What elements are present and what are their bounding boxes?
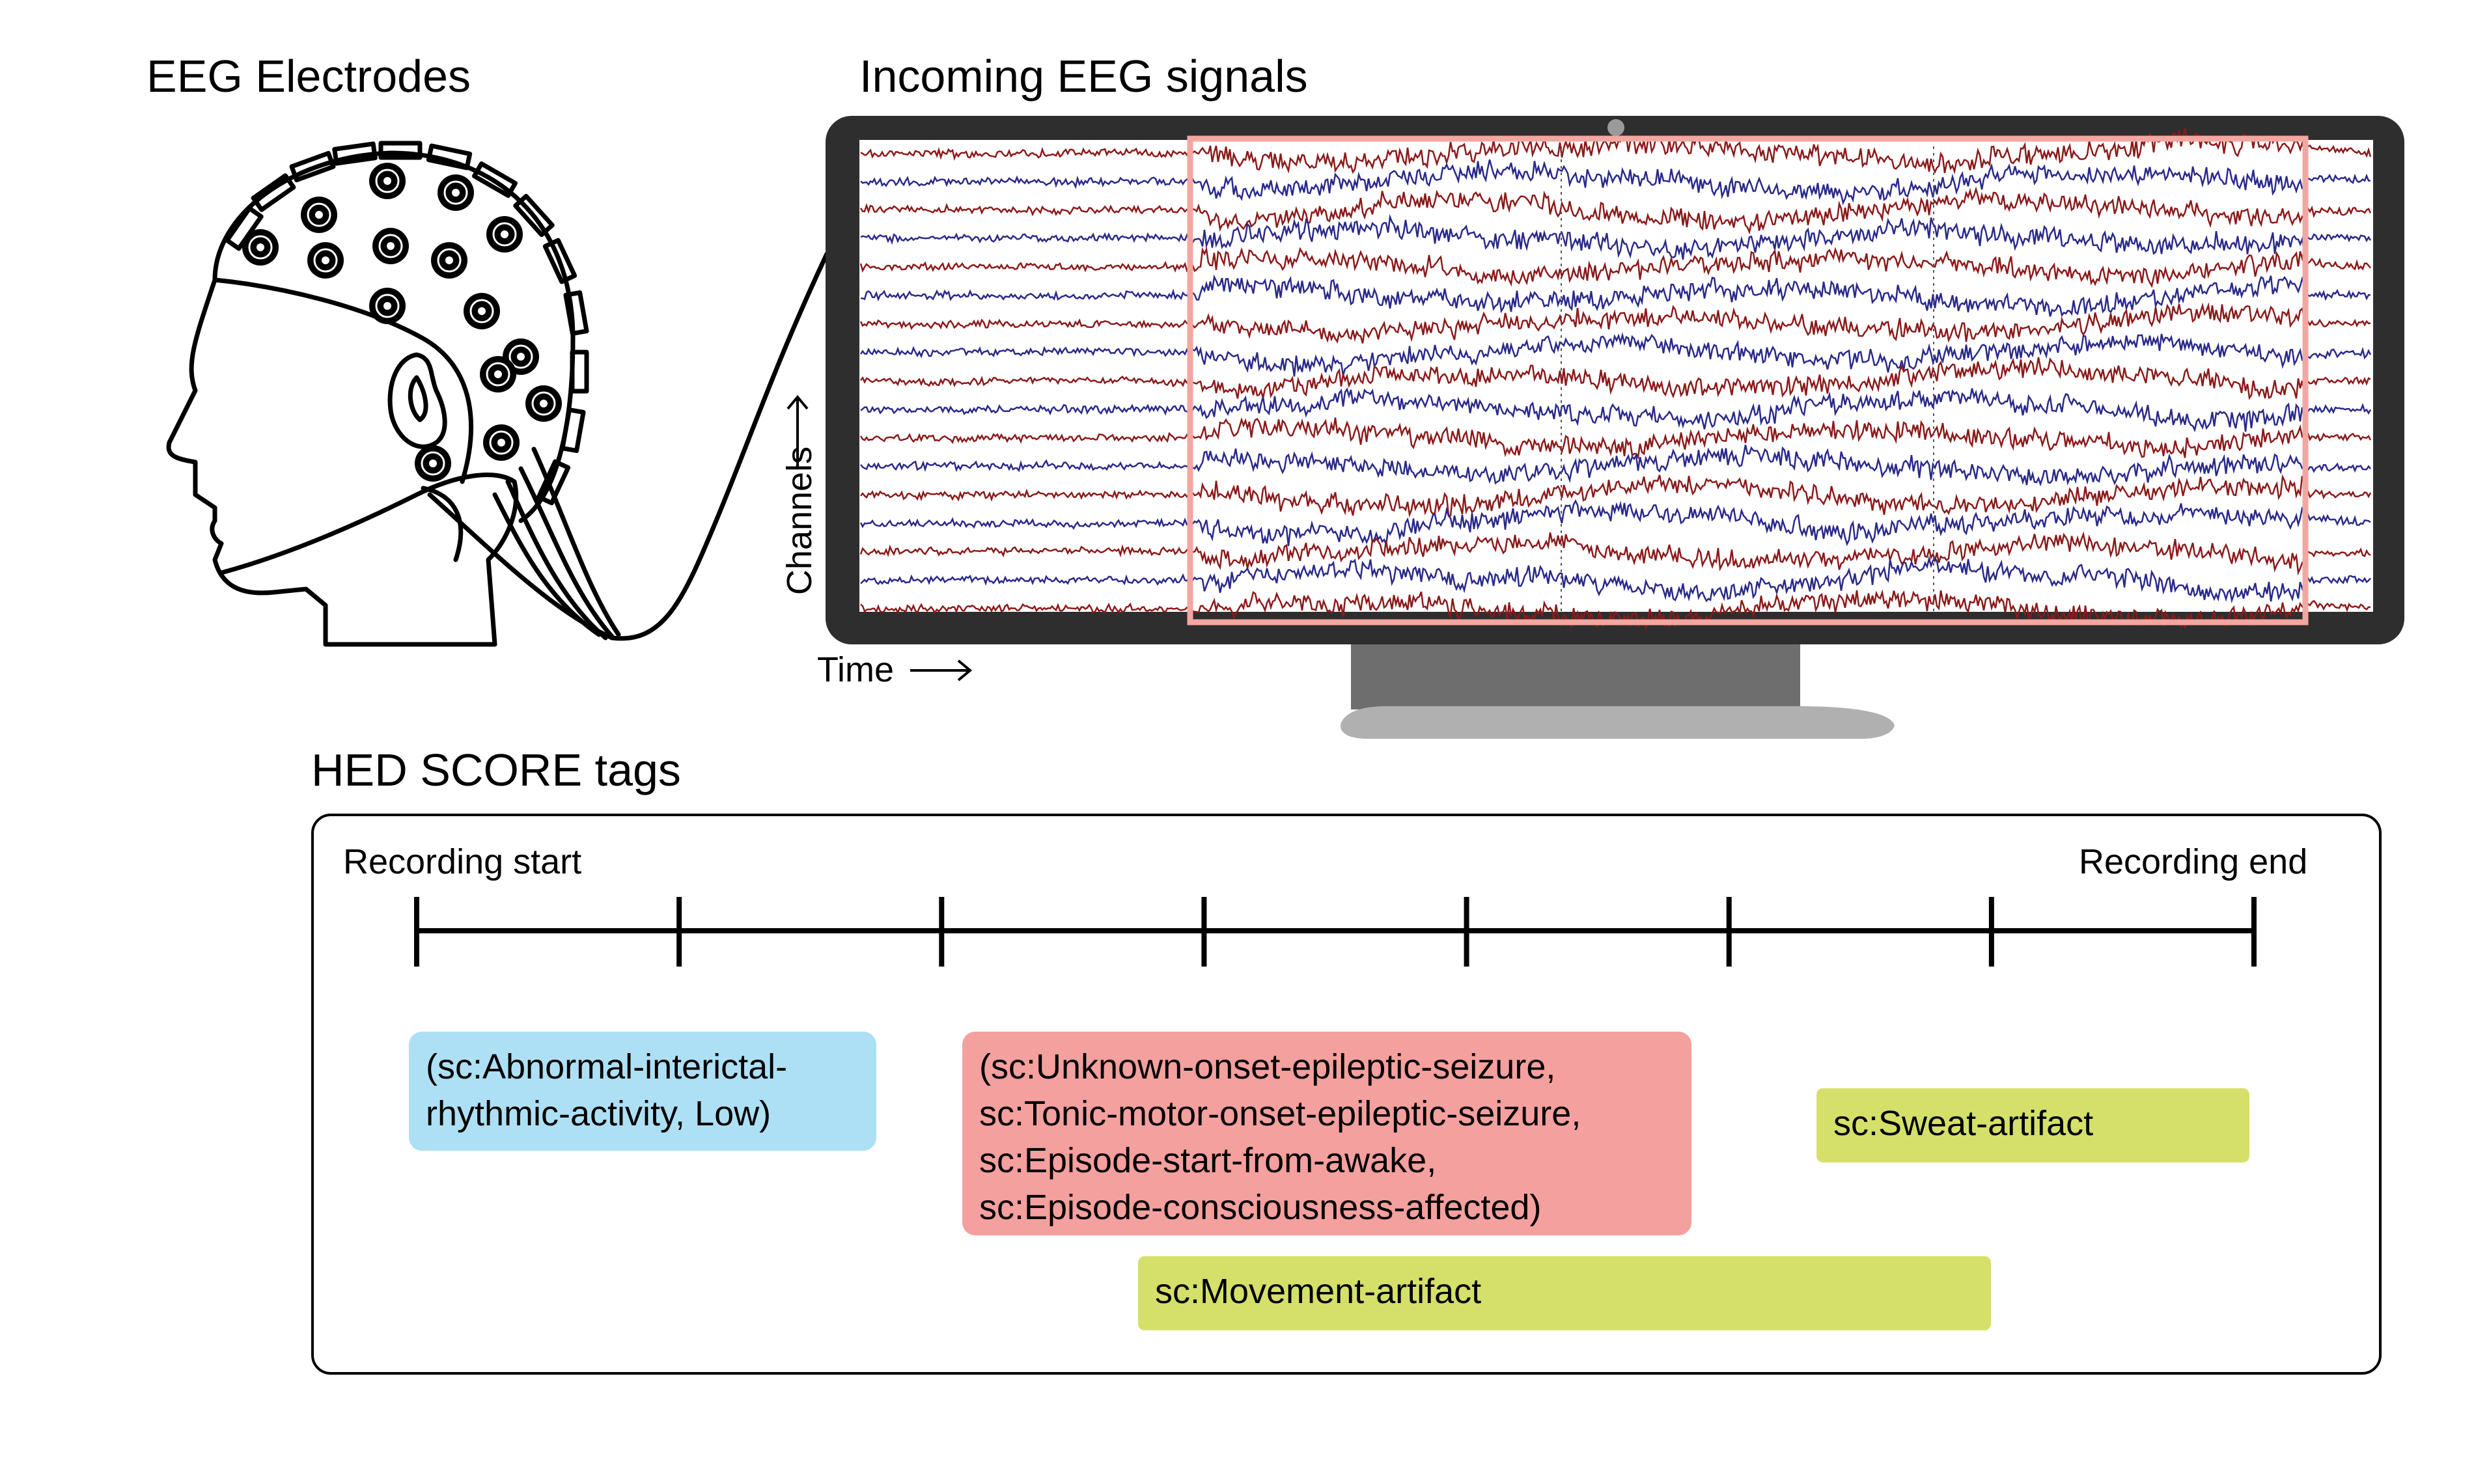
tag-line: sc:Episode-start-from-awake, — [979, 1141, 1437, 1180]
electrode-center — [517, 353, 525, 361]
electrode-center — [445, 256, 453, 264]
electrodes-heading: EEG Electrodes — [146, 51, 471, 102]
highlight-window — [1187, 135, 2309, 625]
eeg-channel-trace — [859, 246, 2371, 288]
eeg-channel-trace — [860, 128, 2372, 174]
electrode-ring — [489, 430, 514, 455]
eeg-channel-trace — [861, 274, 2371, 318]
electrode-center — [501, 230, 508, 238]
electrode-ring — [437, 248, 462, 273]
electrode-ring — [375, 294, 400, 318]
electrode-ring — [378, 234, 403, 258]
electrode-center — [494, 370, 502, 378]
recording-end-label: Recording end — [2079, 842, 2308, 881]
eeg-channel-trace — [859, 302, 2371, 344]
eeg-channel-trace — [860, 589, 2371, 631]
electrode-center — [322, 256, 329, 264]
channels-axis-label: Channels — [780, 446, 819, 596]
electrode-center — [497, 439, 505, 447]
eeg-channel-trace — [860, 213, 2372, 260]
electrode-ring — [307, 202, 331, 227]
timeline — [414, 897, 2257, 967]
electrode-ring — [508, 344, 533, 369]
channels-arrow-icon — [786, 394, 809, 469]
electrode-center — [257, 243, 264, 251]
electrode-ring — [469, 299, 494, 323]
eeg-traces — [859, 128, 2372, 631]
tag-line: sc:Sweat-artifact — [1833, 1104, 2094, 1143]
tag-line: sc:Tonic-motor-onset-epileptic-seizure, — [979, 1094, 1581, 1133]
tag-line: sc:Movement-artifact — [1155, 1272, 1482, 1311]
time-arrow-icon — [910, 659, 973, 681]
tag-line: (sc:Abnormal-interictal- — [426, 1047, 788, 1086]
electrode-ring — [531, 391, 556, 416]
eeg-channel-trace — [860, 445, 2371, 487]
tags-heading: HED SCORE tags — [311, 745, 681, 795]
electrode-center — [452, 189, 460, 197]
electrode-ring — [492, 222, 517, 247]
electrode-ring — [486, 362, 510, 387]
tag-line: (sc:Unknown-onset-epileptic-seizure, — [979, 1047, 1556, 1086]
electrode-ring — [375, 169, 400, 193]
electrode-center — [387, 242, 395, 250]
electrode-center — [315, 211, 323, 219]
electrode-group — [242, 163, 562, 482]
eeg-channel-trace — [859, 186, 2372, 235]
electrode-ring — [443, 180, 468, 205]
electrode-center — [540, 400, 548, 407]
eeg-channel-trace — [859, 499, 2371, 548]
tag-abnormal-interictal: (sc:Abnormal-interictal- rhythmic-activi… — [409, 1032, 876, 1151]
eeg-head-icon — [166, 141, 829, 647]
eeg-channel-trace — [860, 357, 2371, 400]
electrode-ring — [313, 248, 338, 273]
tag-sweat-artifact: sc:Sweat-artifact — [1816, 1088, 2249, 1162]
eeg-channel-trace — [860, 555, 2371, 604]
monitor-icon — [826, 116, 2404, 739]
eeg-grid-lines — [1561, 146, 1934, 615]
electrode-center — [478, 307, 486, 315]
electrode-center — [383, 177, 391, 185]
eeg-channel-trace — [860, 387, 2372, 433]
eeg-channel-trace — [859, 531, 2371, 576]
electrode-ring — [421, 451, 445, 476]
tags-panel — [311, 814, 2382, 1375]
time-axis-label: Time — [817, 650, 894, 689]
eeg-channel-trace — [859, 417, 2372, 460]
eeg-channel-trace — [859, 332, 2372, 377]
tag-seizure: (sc:Unknown-onset-epileptic-seizure, sc:… — [962, 1032, 1691, 1235]
tag-line: sc:Episode-consciousness-affected) — [979, 1188, 1542, 1227]
tag-line: rhythmic-activity, Low) — [426, 1094, 772, 1133]
eeg-channel-trace — [860, 159, 2371, 206]
eeg-channel-trace — [860, 474, 2372, 518]
electrode-ring — [248, 235, 273, 260]
signals-heading: Incoming EEG signals — [859, 51, 1308, 102]
tag-movement-artifact: sc:Movement-artifact — [1138, 1256, 1991, 1330]
electrode-center — [383, 302, 391, 310]
recording-start-label: Recording start — [343, 842, 582, 881]
electrode-center — [429, 460, 437, 467]
